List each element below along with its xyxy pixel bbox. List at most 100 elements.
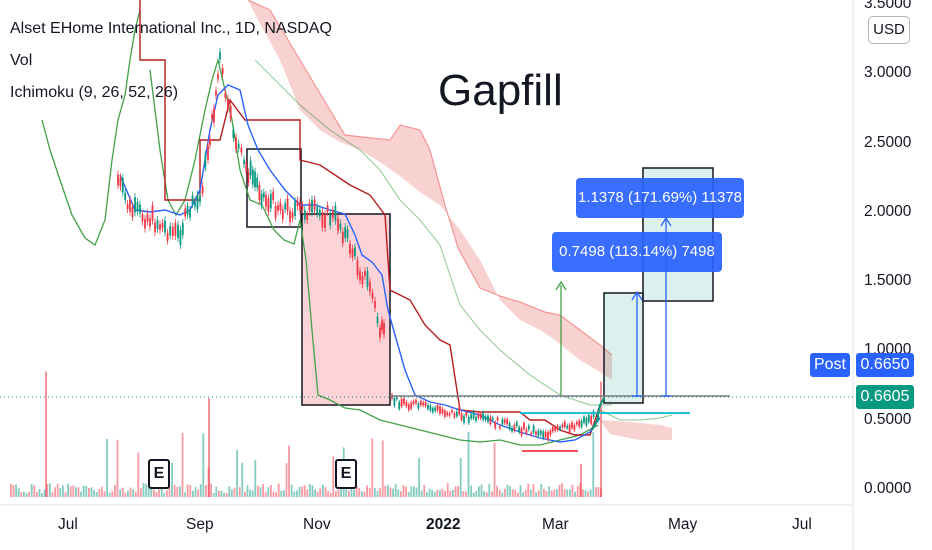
- volume-bar: [114, 485, 116, 497]
- earnings-marker[interactable]: E: [335, 459, 357, 489]
- volume-bar: [355, 486, 358, 497]
- candle-body: [412, 401, 415, 405]
- symbol-legend[interactable]: Alset EHome International Inc., 1D, NASD…: [10, 20, 332, 37]
- candle-body: [209, 138, 211, 145]
- volume-bar: [327, 491, 329, 497]
- candle-body: [184, 208, 187, 217]
- volume-bar: [501, 492, 504, 497]
- volume-bar: [407, 491, 410, 497]
- volume-legend[interactable]: Vol: [10, 52, 33, 69]
- volume-bar: [80, 491, 82, 497]
- candle-body: [186, 206, 189, 215]
- volume-bar: [311, 485, 314, 497]
- volume-bar: [428, 488, 431, 497]
- volume-bar: [371, 438, 374, 497]
- volume-bar: [28, 491, 30, 497]
- volume-bar: [67, 483, 69, 497]
- candle-body: [398, 401, 401, 410]
- candle-body: [146, 213, 149, 222]
- candle-body: [316, 206, 319, 214]
- candle-body: [484, 416, 487, 420]
- candle-body: [229, 105, 232, 119]
- volume-bar: [132, 489, 134, 497]
- volume-bar: [288, 445, 290, 497]
- volume-bar: [519, 485, 522, 497]
- volume-bar-peak: [580, 464, 582, 497]
- volume-bar: [431, 489, 433, 497]
- volume-bar: [290, 484, 293, 497]
- volume-bar: [192, 490, 194, 497]
- grid-lines: [0, 0, 854, 550]
- ichimoku-legend[interactable]: Ichimoku (9, 26, 52, 26): [10, 84, 179, 101]
- measure-label-large[interactable]: 1.1378 (171.69%) 11378: [576, 178, 744, 218]
- candle-body: [523, 422, 525, 429]
- candle-body: [124, 192, 127, 201]
- candle-body: [174, 222, 177, 236]
- volume-bar: [446, 483, 449, 497]
- candle-body: [561, 424, 564, 428]
- volume-bar: [267, 487, 270, 497]
- candle-body: [467, 416, 470, 423]
- candle-body: [571, 422, 573, 429]
- volume-bar: [535, 492, 537, 497]
- candle-body: [166, 232, 169, 241]
- candle-body: [527, 425, 530, 430]
- volume-bar: [225, 492, 228, 497]
- volume-bar: [220, 490, 223, 497]
- candle-body: [547, 432, 549, 441]
- candle-body: [179, 229, 182, 246]
- candle-body: [159, 224, 161, 230]
- candle-body: [580, 420, 583, 428]
- volume-bar: [90, 487, 93, 497]
- candle-body: [499, 426, 501, 429]
- candle-body: [245, 162, 248, 172]
- candle-body: [472, 411, 475, 419]
- volume-bar: [306, 489, 309, 497]
- candle-body: [313, 199, 316, 211]
- volume-bar: [212, 492, 215, 497]
- candle-body: [254, 171, 256, 188]
- candle-body: [215, 90, 217, 96]
- candle-body: [326, 205, 329, 212]
- volume-bar: [155, 491, 158, 497]
- volume-bar: [483, 491, 485, 497]
- volume-bar: [171, 462, 173, 497]
- volume-bar: [202, 433, 205, 497]
- candle-body: [164, 220, 166, 233]
- volume-bar: [569, 489, 571, 497]
- volume-bar: [392, 488, 394, 497]
- volume-bar: [509, 486, 511, 497]
- volume-bar: [527, 483, 530, 497]
- candle-body: [573, 424, 576, 431]
- volume-bar: [571, 484, 574, 497]
- volume-bar: [56, 483, 59, 497]
- candle-body: [592, 411, 595, 417]
- candle-body: [407, 404, 410, 411]
- volume-bar: [262, 484, 264, 497]
- candle-body: [379, 327, 381, 338]
- currency-button[interactable]: USD: [868, 16, 910, 44]
- time-tick-label: Jul: [792, 516, 812, 533]
- volume-bar: [205, 484, 207, 497]
- candle-body: [318, 209, 321, 217]
- volume-bar: [426, 492, 428, 497]
- volume-bar: [353, 489, 355, 497]
- measure-label-small[interactable]: 0.7498 (113.14%) 7498: [552, 232, 722, 272]
- candle-body: [279, 202, 282, 211]
- candle-body: [237, 143, 240, 149]
- candle-body: [448, 413, 451, 416]
- candle-body: [354, 247, 356, 257]
- volume-bar: [259, 487, 262, 497]
- volume-bar: [582, 489, 584, 497]
- volume-bar: [514, 489, 517, 497]
- volume-bar: [574, 491, 576, 497]
- candle-body: [583, 416, 585, 423]
- volume-bar: [246, 485, 249, 497]
- candle-body: [221, 67, 224, 74]
- earnings-marker[interactable]: E: [148, 459, 170, 489]
- post-label-tag: Post: [810, 353, 850, 377]
- candle-body: [296, 200, 299, 207]
- price-tick-label: 1.5000: [864, 272, 912, 290]
- candle-body: [436, 405, 439, 411]
- volume-bar: [129, 487, 132, 497]
